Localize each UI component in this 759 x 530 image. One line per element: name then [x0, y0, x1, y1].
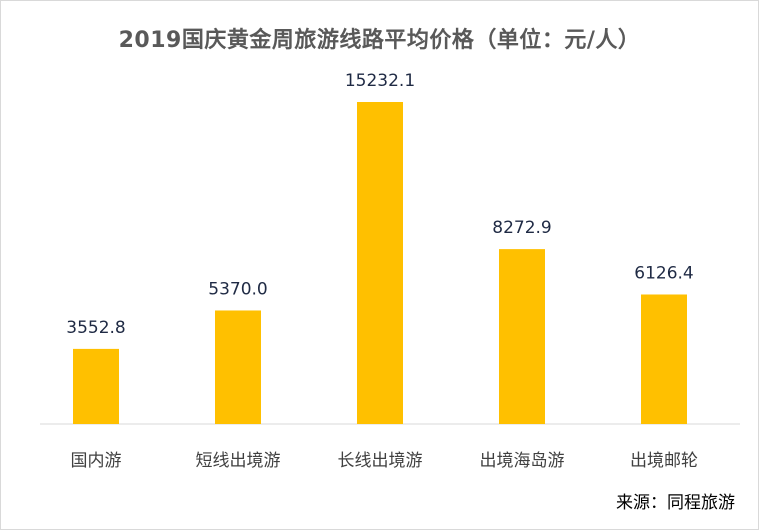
bar-2 — [357, 102, 403, 424]
value-label-0: 3552.8 — [66, 318, 125, 338]
bar-4 — [641, 294, 687, 424]
category-label-3: 出境海岛游 — [480, 451, 565, 471]
bar-1 — [215, 310, 261, 424]
value-label-2: 15232.1 — [345, 71, 415, 91]
bars-group: 3552.8 国内游 5370.0 短线出境游 15232.1 长线出境游 8272.9 出境… — [66, 71, 698, 471]
category-label-0: 国内游 — [71, 451, 122, 471]
value-label-1: 5370.0 — [208, 279, 267, 299]
value-label-3: 8272.9 — [492, 218, 551, 238]
chart-title: 2019国庆黄金周旅游线路平均价格（单位：元/人） — [118, 28, 641, 53]
bar-0 — [73, 348, 119, 424]
bar-3 — [499, 249, 545, 424]
category-label-2: 长线出境游 — [338, 451, 423, 471]
source-note: 来源：同程旅游 — [616, 493, 735, 513]
value-label-4: 6126.4 — [634, 263, 693, 283]
category-label-4: 出境邮轮 — [630, 451, 698, 471]
category-label-1: 短线出境游 — [196, 451, 281, 471]
